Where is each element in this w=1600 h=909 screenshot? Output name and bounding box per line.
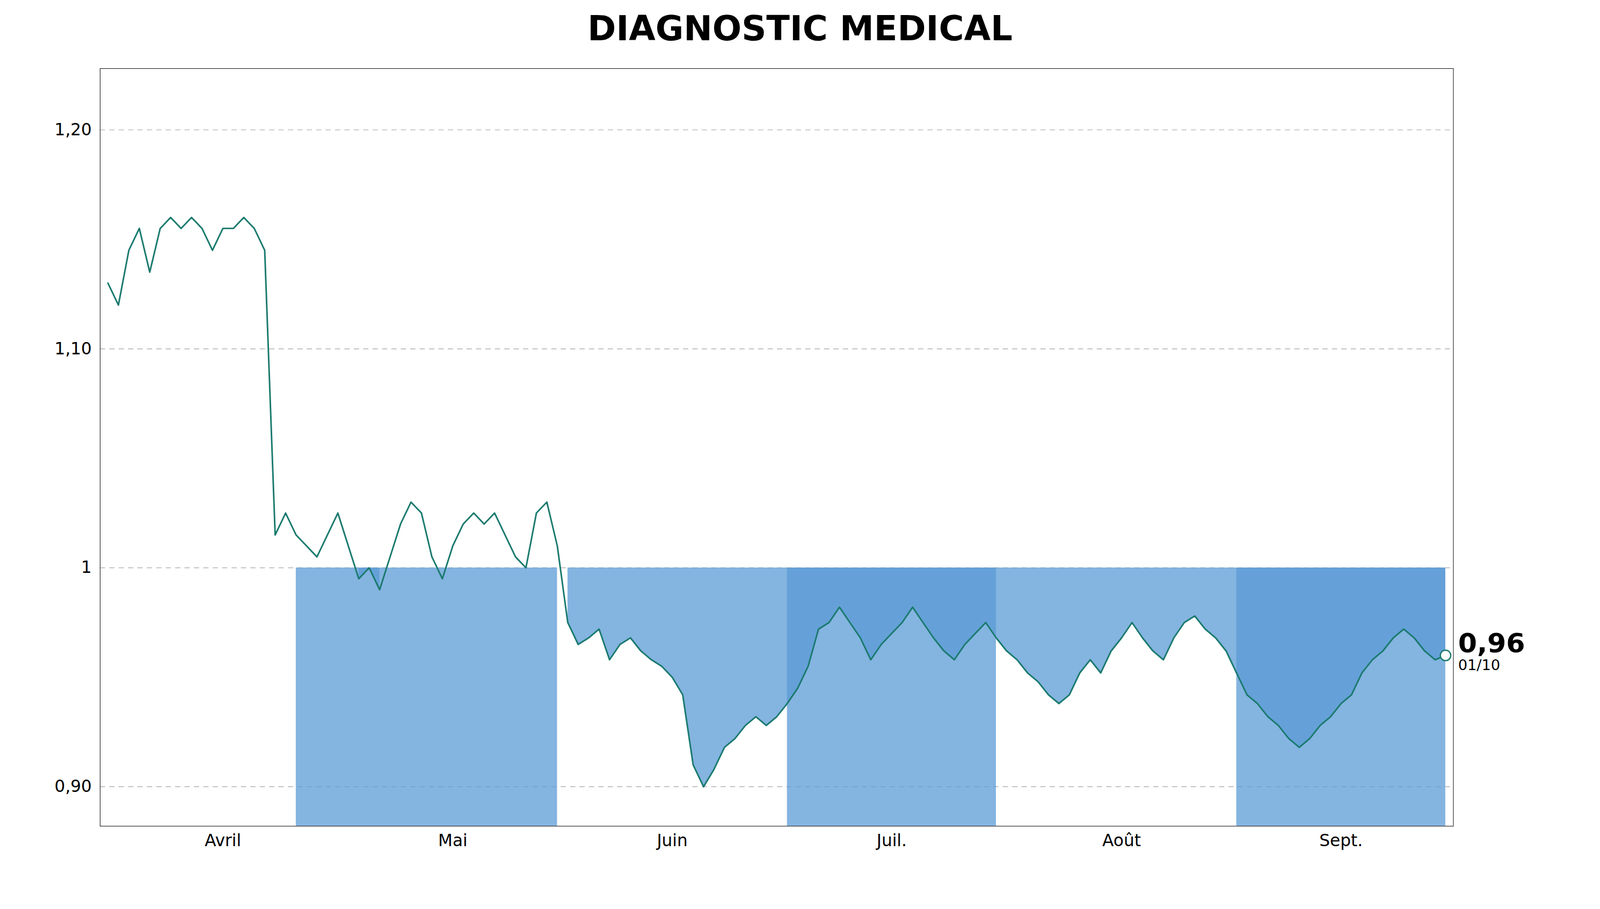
svg-text:Août: Août: [1102, 830, 1141, 850]
svg-text:0,90: 0,90: [54, 776, 92, 796]
svg-text:1,10: 1,10: [54, 338, 92, 359]
svg-text:1: 1: [81, 557, 92, 577]
svg-text:Mai: Mai: [438, 830, 468, 850]
svg-text:Juin: Juin: [655, 830, 688, 850]
svg-text:1,20: 1,20: [54, 119, 92, 140]
svg-text:0,96: 0,96: [1458, 627, 1526, 659]
html-text:DIAGNOSTIC MEDICAL: DIAGNOSTIC MEDICAL: [587, 8, 1013, 49]
svg-text:01/10: 01/10: [1458, 656, 1501, 674]
svg-text:Sept.: Sept.: [1319, 830, 1363, 850]
svg-text:Juil.: Juil.: [875, 830, 907, 850]
svg-text:Avril: Avril: [204, 830, 242, 850]
